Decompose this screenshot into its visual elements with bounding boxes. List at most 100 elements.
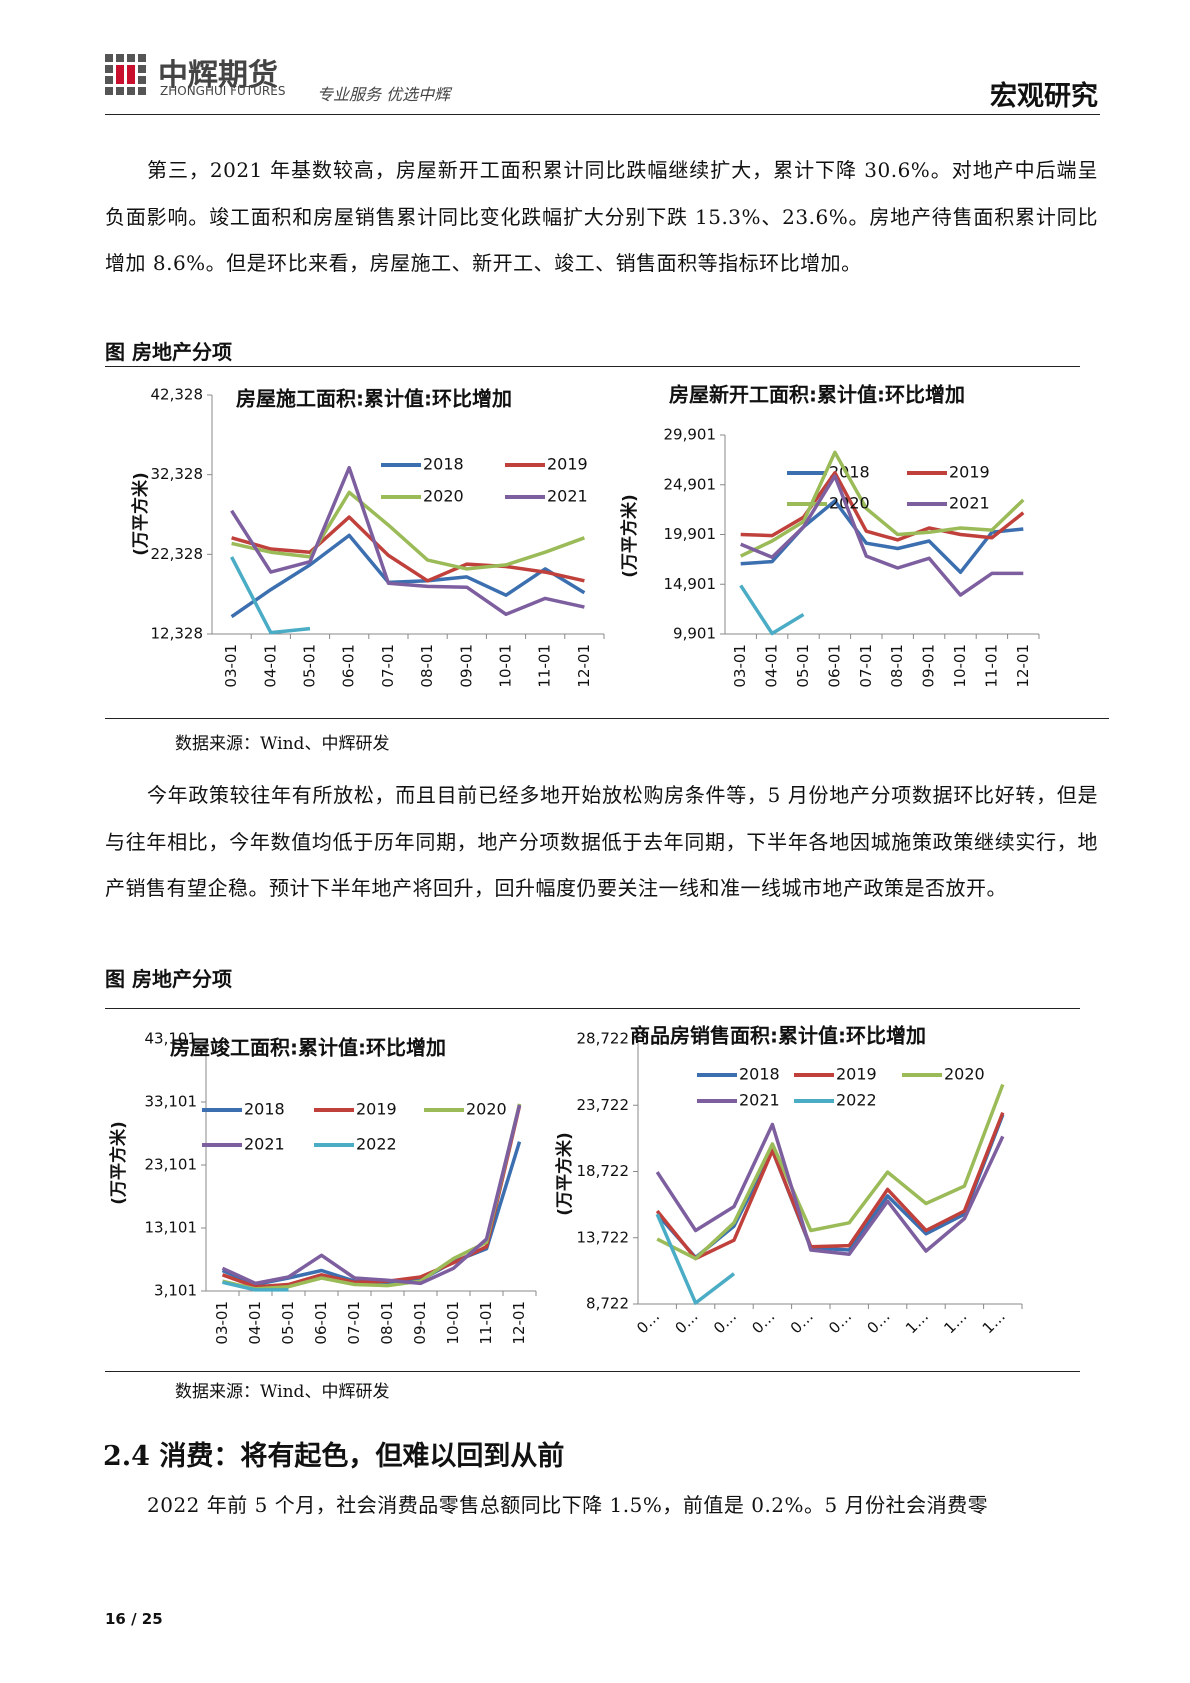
legend-label: 2018 (829, 463, 870, 482)
x-tick-label: 09-01 (920, 644, 938, 688)
x-tick-label: 10-01 (497, 644, 515, 688)
x-tick-label: 0… (864, 1307, 894, 1337)
y-tick-label: 18,722 (577, 1162, 630, 1180)
legend-label: 2018 (739, 1065, 780, 1084)
x-tick-label: 11-01 (536, 644, 554, 688)
y-tick-label: 32,328 (151, 465, 204, 483)
x-tick-label: 12-01 (575, 644, 593, 688)
page-number: 16 / 25 (105, 1610, 163, 1628)
x-tick-label: 06-01 (825, 644, 843, 688)
y-tick-label: 33,101 (145, 1093, 198, 1111)
y-tick-label: 9,901 (673, 625, 716, 643)
y-axis-label: (万平方米) (554, 1132, 575, 1216)
legend-label: 2022 (356, 1135, 397, 1154)
y-tick-label: 19,901 (664, 525, 717, 543)
y-tick-label: 8,722 (586, 1295, 629, 1313)
x-tick-label: 12-01 (510, 1301, 528, 1345)
x-tick-label: 05-01 (279, 1301, 297, 1345)
legend-label: 2020 (423, 487, 464, 506)
y-tick-label: 3,101 (154, 1282, 197, 1300)
chart-title: 商品房销售面积:累计值:环比增加 (630, 1024, 926, 1048)
x-tick-label: 07-01 (345, 1301, 363, 1345)
x-tick-label: 03-01 (731, 644, 749, 688)
figure-rule (105, 1371, 1080, 1372)
x-tick-label: 05-01 (301, 644, 319, 688)
chart-title: 房屋新开工面积:累计值:环比增加 (669, 383, 965, 407)
y-tick-label: 42,328 (151, 386, 204, 404)
x-tick-label: 0… (748, 1307, 778, 1337)
x-tick-label: 09-01 (457, 644, 475, 688)
x-tick-label: 11-01 (982, 644, 1000, 688)
paragraph: 今年政策较往年有所放松，而且目前已经多地开始放松购房条件等，5 月份地产分项数据… (105, 783, 1098, 900)
legend-label: 2021 (547, 487, 588, 506)
series-line (222, 1103, 522, 1291)
series-line (230, 465, 585, 617)
legend-label: 2019 (836, 1065, 877, 1084)
y-tick-label: 12,328 (151, 625, 204, 643)
x-tick-label: 08-01 (418, 644, 436, 688)
x-tick-label: 07-01 (379, 644, 397, 688)
x-tick-label: 03-01 (213, 1301, 231, 1345)
logo-cn: 中辉期货 (158, 58, 278, 93)
figure-source: 数据来源：Wind、中辉研发 (175, 1382, 390, 1402)
chart-title: 房屋施工面积:累计值:环比增加 (236, 387, 512, 411)
x-tick-label: 10-01 (444, 1301, 462, 1345)
series-line (656, 1083, 1005, 1261)
figure-rule (105, 366, 1080, 367)
series-line (221, 1141, 522, 1287)
legend-label: 2019 (356, 1100, 397, 1119)
logo-mark (105, 54, 146, 95)
x-tick-label: 0… (825, 1307, 855, 1337)
legend-label: 2021 (244, 1135, 285, 1154)
logo-en: ZHONGHUI FUTURES (160, 84, 286, 98)
y-tick-label: 23,101 (145, 1156, 198, 1174)
series-line (222, 1280, 289, 1292)
y-axis-label: (万平方米) (619, 494, 640, 578)
x-tick-label: 04-01 (261, 644, 279, 688)
series-line (231, 515, 585, 583)
y-tick-label: 28,722 (577, 1030, 630, 1048)
x-tick-label: 0… (633, 1307, 663, 1337)
series-line (739, 584, 805, 636)
figure-source: 数据来源：Wind、中辉研发 (175, 734, 390, 754)
x-tick-label: 07-01 (857, 644, 875, 688)
x-tick-label: 06-01 (312, 1301, 330, 1345)
x-tick-label: 10-01 (951, 644, 969, 688)
header-rule (105, 114, 1100, 115)
paragraph: 2022 年前 5 个月，社会消费品零售总额同比下降 1.5%，前值是 0.2%… (147, 1493, 989, 1517)
x-tick-label: 1… (979, 1307, 1009, 1337)
series-line (655, 1213, 736, 1305)
series-line (655, 1111, 1005, 1261)
y-tick-label: 29,901 (664, 426, 717, 444)
series-line (739, 450, 1025, 558)
x-tick-label: 04-01 (763, 644, 781, 688)
x-tick-label: 11-01 (477, 1301, 495, 1345)
x-tick-label: 03-01 (222, 644, 240, 688)
y-axis-label: (万平方米) (108, 1121, 129, 1205)
legend-label: 2020 (944, 1065, 985, 1084)
series-line (655, 1114, 1005, 1260)
series-line (740, 471, 1025, 542)
series-line (740, 474, 1024, 597)
paragraph: 第三，2021 年基数较高，房屋新开工面积累计同比跌幅继续扩大，累计下降 30.… (105, 158, 1098, 275)
figure-title: 图 房地产分项 (105, 340, 232, 364)
x-tick-label: 04-01 (246, 1301, 264, 1345)
x-tick-label: 1… (940, 1307, 970, 1337)
section-heading: 2.4 消费：将有起色，但难以回到从前 (103, 1441, 565, 1472)
y-tick-label: 14,901 (664, 575, 717, 593)
x-tick-label: 08-01 (888, 644, 906, 688)
y-tick-label: 24,901 (664, 475, 717, 493)
series-line (231, 490, 586, 571)
figure-title: 图 房地产分项 (105, 967, 232, 991)
x-tick-label: 06-01 (340, 644, 358, 688)
x-tick-label: 12-01 (1014, 644, 1032, 688)
x-tick-label: 0… (672, 1307, 702, 1337)
slogan: 专业服务 优选中辉 (317, 85, 451, 104)
x-tick-label: 0… (787, 1307, 817, 1337)
section-name: 宏观研究 (990, 81, 1098, 112)
legend-label: 2021 (739, 1091, 780, 1110)
series-line (230, 556, 311, 635)
x-tick-label: 0… (710, 1307, 740, 1337)
